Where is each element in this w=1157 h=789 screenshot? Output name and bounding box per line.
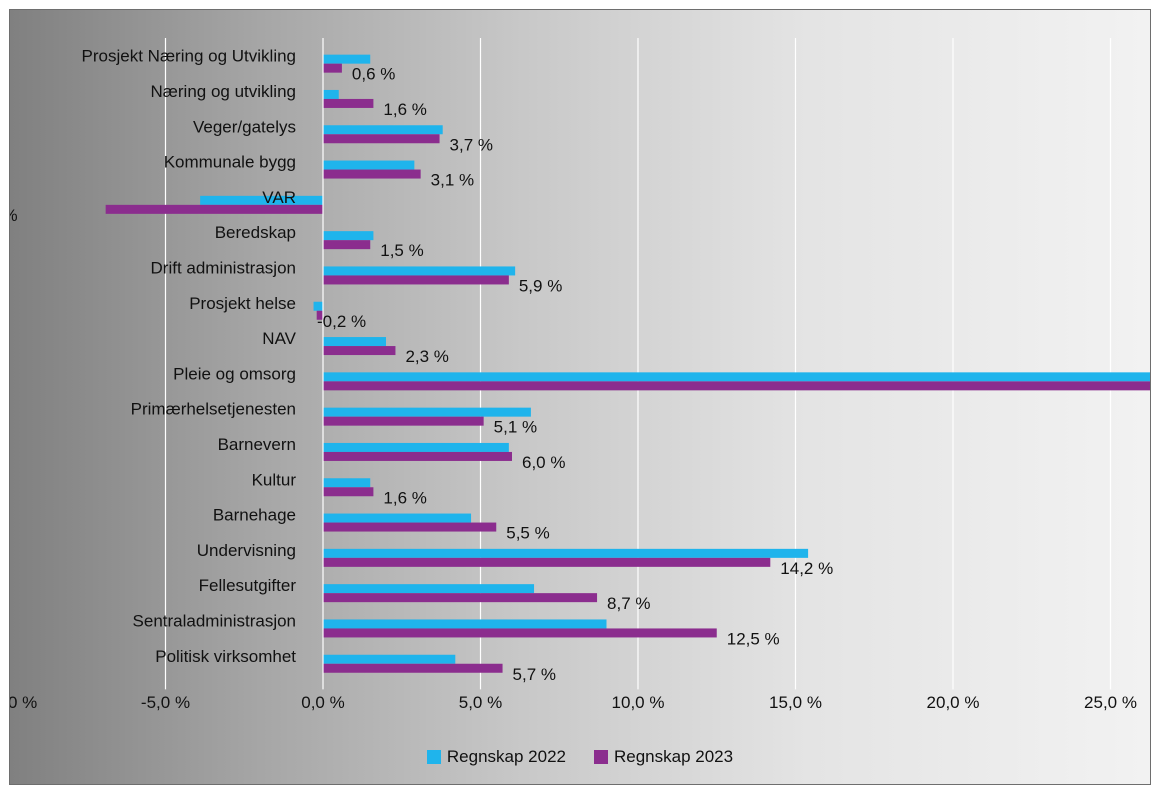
data-label: 5,5 %: [506, 524, 549, 543]
legend-swatch-2023: [594, 750, 608, 764]
x-tick-label: 25,0 %: [1084, 693, 1137, 712]
bar-2022: [323, 514, 471, 523]
bar-2022: [323, 584, 534, 593]
x-tick-label: 5,0 %: [459, 693, 502, 712]
data-label: -0,2 %: [317, 312, 366, 331]
legend-label-2022: Regnskap 2022: [447, 747, 566, 767]
data-label: 1,6 %: [383, 100, 426, 119]
legend: Regnskap 2022 Regnskap 2023: [10, 747, 1150, 767]
bar-2022: [323, 125, 443, 134]
bar-2023: [323, 170, 421, 179]
data-label: 1,5 %: [380, 241, 423, 260]
bar-2022: [323, 161, 414, 170]
bar-2023: [323, 523, 496, 532]
bar-2022: [323, 231, 373, 240]
category-label: Drift administrasjon: [151, 258, 297, 277]
bar-2022: [323, 372, 1151, 381]
bar-2022: [323, 266, 515, 275]
bar-2023: [323, 593, 597, 602]
data-label: 14,2 %: [780, 559, 833, 578]
category-label: Kommunale bygg: [164, 153, 296, 172]
legend-label-2023: Regnskap 2023: [614, 747, 733, 767]
bar-2022: [323, 443, 509, 452]
bar-2023: [323, 99, 373, 108]
bar-2022: [323, 337, 386, 346]
bar-2022: [314, 302, 323, 311]
bar-2023: [323, 417, 484, 426]
category-label: Kultur: [252, 470, 297, 489]
bar-2023: [323, 240, 370, 249]
category-label: Beredskap: [215, 223, 296, 242]
data-label: 12,5 %: [727, 629, 780, 648]
bar-2023: [323, 275, 509, 284]
bar-2023: [323, 558, 770, 567]
x-tick-label: 0,0 %: [301, 693, 344, 712]
data-label: 3,1 %: [431, 171, 474, 190]
bar-2022: [323, 408, 531, 417]
bar-2023: [323, 134, 440, 143]
category-label: Pleie og omsorg: [173, 364, 296, 383]
bar-2023: [323, 452, 512, 461]
data-label: 5,7 %: [513, 665, 556, 684]
bar-2022: [323, 549, 808, 558]
bar-2023: [323, 346, 395, 355]
category-label: NAV: [262, 329, 296, 348]
category-label: Næring og utvikling: [150, 82, 296, 101]
category-label: Barnehage: [213, 506, 296, 525]
x-tick-label: 20,0 %: [927, 693, 980, 712]
x-tick-label: -5,0 %: [141, 693, 190, 712]
category-label: Prosjekt Næring og Utvikling: [82, 47, 296, 66]
bar-2023: [323, 381, 1151, 390]
category-label: Sentraladministrasjon: [133, 611, 296, 630]
data-label: 2,3 %: [405, 347, 448, 366]
category-label: Prosjekt helse: [189, 294, 296, 313]
bar-2023: [323, 664, 503, 673]
legend-item-2022: Regnskap 2022: [427, 747, 566, 767]
data-label: 1,6 %: [383, 488, 426, 507]
category-label: Barnevern: [218, 435, 296, 454]
bar-2022: [323, 619, 607, 628]
data-label: 6,0 %: [522, 453, 565, 472]
bar-chart: Prosjekt Næring og Utvikling Næring og ut…: [10, 10, 1151, 785]
bar-2023: [323, 628, 717, 637]
bar-2022: [323, 478, 370, 487]
data-label: 5,9 %: [519, 276, 562, 295]
chart-frame: Prosjekt Næring og Utvikling Næring og ut…: [9, 9, 1151, 785]
bar-2022: [323, 55, 370, 64]
bar-2022: [323, 655, 455, 664]
data-label: 0,6 %: [352, 65, 395, 84]
category-label: Veger/gatelys: [193, 117, 296, 136]
x-tick-label: 10,0 %: [612, 693, 665, 712]
bar-2022: [323, 90, 339, 99]
bar-2023: [323, 487, 373, 496]
data-label: 8,7 %: [607, 594, 650, 613]
bar-2023: [323, 64, 342, 73]
legend-item-2023: Regnskap 2023: [594, 747, 733, 767]
x-tick-label: 15,0 %: [769, 693, 822, 712]
category-label: Fellesutgifter: [199, 576, 297, 595]
data-label: 5,1 %: [494, 418, 537, 437]
data-label: -6,9 %: [10, 206, 18, 225]
category-label: Undervisning: [197, 541, 296, 560]
category-label: Politisk virksomhet: [155, 647, 296, 666]
legend-swatch-2022: [427, 750, 441, 764]
x-tick-label: -10,0 %: [10, 693, 37, 712]
category-label: VAR: [262, 188, 296, 207]
data-label: 3,7 %: [450, 135, 493, 154]
category-label: Primærhelsetjenesten: [131, 400, 296, 419]
